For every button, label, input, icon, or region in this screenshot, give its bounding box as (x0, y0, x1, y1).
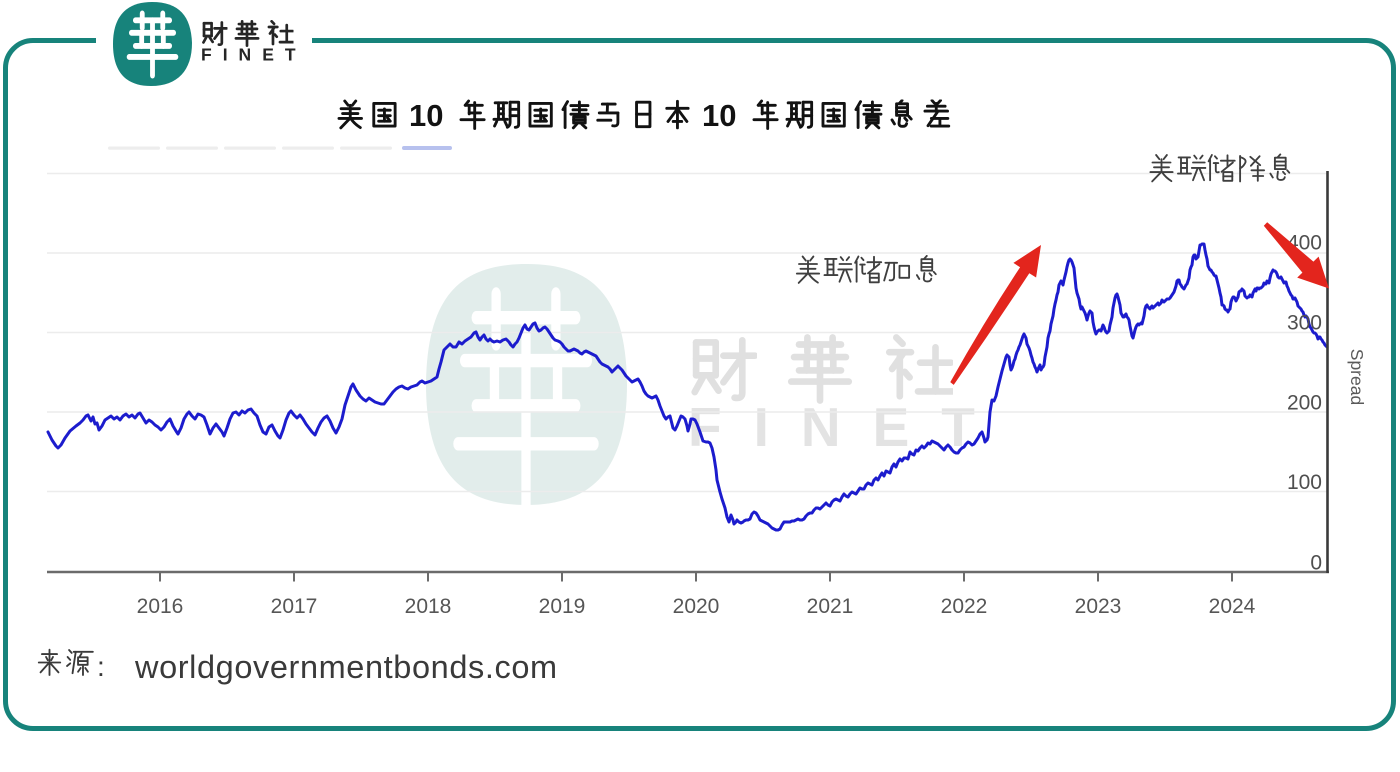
svg-text:2022: 2022 (941, 595, 988, 618)
svg-text:2016: 2016 (137, 595, 184, 618)
svg-text:10: 10 (702, 98, 736, 133)
svg-text:2017: 2017 (271, 595, 318, 618)
svg-text:2024: 2024 (1209, 595, 1256, 618)
svg-text:200: 200 (1287, 392, 1322, 415)
svg-text:2020: 2020 (673, 595, 720, 618)
svg-text:FINET: FINET (201, 45, 307, 65)
svg-text:10: 10 (409, 98, 443, 133)
svg-text:2018: 2018 (405, 595, 452, 618)
svg-text:2023: 2023 (1075, 595, 1122, 618)
svg-text:Spread: Spread (1347, 349, 1367, 405)
svg-text:100: 100 (1287, 471, 1322, 494)
svg-text:worldgovernmentbonds.com: worldgovernmentbonds.com (134, 649, 558, 685)
svg-text:2021: 2021 (807, 595, 854, 618)
svg-text:300: 300 (1287, 312, 1322, 335)
svg-text:2019: 2019 (539, 595, 586, 618)
svg-text:FINET: FINET (688, 396, 1007, 458)
svg-text::: : (97, 651, 105, 682)
svg-text:0: 0 (1310, 552, 1322, 575)
